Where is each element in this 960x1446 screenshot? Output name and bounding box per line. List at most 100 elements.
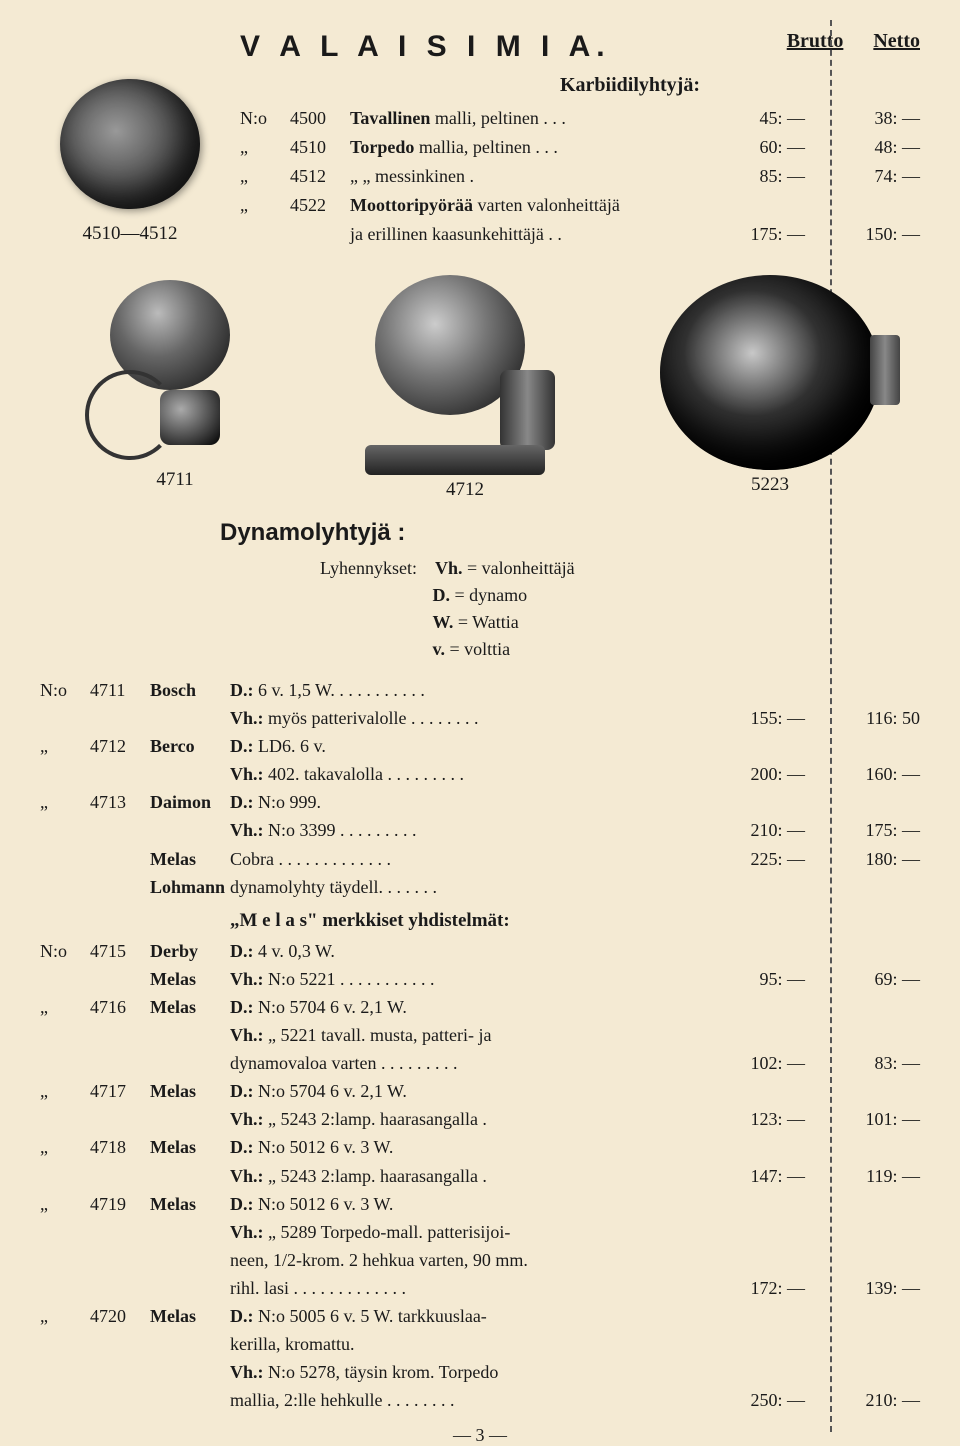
item-spec: Vh.: N:o 3399 . . . . . . . . . [230, 817, 730, 843]
item-spec: Vh.: 402. takavalolla . . . . . . . . . [230, 761, 730, 787]
item-brand: Melas [150, 846, 230, 872]
item-row: Vh.: 402. takavalolla . . . . . . . . .2… [40, 761, 920, 787]
item-spec: dynamovaloa varten . . . . . . . . . [230, 1050, 730, 1076]
item-brutto [730, 1191, 830, 1217]
dynamo-items: N:o4711BoschD.: 6 v. 1,5 W. . . . . . . … [40, 677, 920, 900]
item-num: 4720 [90, 1303, 150, 1329]
item-spec: D.: 4 v. 0,3 W. [230, 938, 730, 964]
item-brand: Bosch [150, 677, 230, 703]
row-num: 4512 [290, 163, 350, 190]
item-netto [830, 1247, 920, 1273]
item-brand [150, 1163, 230, 1189]
row-no [240, 221, 290, 248]
item-brand: Melas [150, 1303, 230, 1329]
item-brand [150, 1022, 230, 1048]
item-no: „ [40, 733, 90, 759]
item-num [90, 761, 150, 787]
item-row: mallia, 2:lle hehkulle . . . . . . . .25… [40, 1387, 920, 1413]
dynamo-heading: Dynamolyhtyjä : [220, 519, 920, 547]
item-row: neen, 1/2-krom. 2 hehkua varten, 90 mm. [40, 1247, 920, 1273]
item-no [40, 1387, 90, 1413]
illustration-4712 [355, 275, 575, 475]
page-header: V A L A I S I M I A. Brutto Netto [240, 30, 920, 64]
item-no: N:o [40, 677, 90, 703]
item-no: N:o [40, 938, 90, 964]
item-num [90, 874, 150, 900]
item-netto [830, 1134, 920, 1160]
item-row: kerilla, kromattu. [40, 1331, 920, 1357]
row-brutto: 175: — [730, 221, 830, 248]
karbiidi-row: „4512 „ „ messinkinen .85: —74: — [240, 163, 920, 190]
item-no: „ [40, 1134, 90, 1160]
page-title: V A L A I S I M I A. [240, 30, 611, 64]
item-netto: 139: — [830, 1275, 920, 1301]
item-spec: Vh.: „ 5221 tavall. musta, patteri- ja [230, 1022, 730, 1048]
item-num [90, 1050, 150, 1076]
item-spec: kerilla, kromattu. [230, 1331, 730, 1357]
item-num [90, 966, 150, 992]
item-brutto: 172: — [730, 1275, 830, 1301]
item-netto [830, 789, 920, 815]
item-spec: dynamolyhty täydell. . . . . . . [230, 874, 730, 900]
fig-label-4510: 4510—4512 [40, 223, 220, 245]
item-num: 4712 [90, 733, 150, 759]
item-brutto: 123: — [730, 1106, 830, 1132]
item-row: Vh.: N:o 5278, täysin krom. Torpedo [40, 1359, 920, 1385]
item-num [90, 1022, 150, 1048]
item-row: Vh.: „ 5221 tavall. musta, patteri- ja [40, 1022, 920, 1048]
item-no [40, 1163, 90, 1189]
item-brutto [730, 1247, 830, 1273]
row-netto: 38: — [830, 105, 920, 132]
item-netto [830, 1303, 920, 1329]
item-brand [150, 1387, 230, 1413]
item-no [40, 846, 90, 872]
item-brand: Melas [150, 966, 230, 992]
item-spec: D.: 6 v. 1,5 W. . . . . . . . . . . [230, 677, 730, 703]
item-num: 4711 [90, 677, 150, 703]
item-brutto: 102: — [730, 1050, 830, 1076]
row-desc: „ „ messinkinen . [350, 163, 730, 190]
three-illustrations: 4711 4712 5223 [80, 275, 880, 501]
karbiidi-row: „4522Moottoripyörää varten valonheittäjä [240, 192, 920, 219]
row-no: „ [240, 163, 290, 190]
item-no [40, 817, 90, 843]
item-spec: neen, 1/2-krom. 2 hehkua varten, 90 mm. [230, 1247, 730, 1273]
item-brutto [730, 994, 830, 1020]
karbiidi-section: 4510—4512 Karbiidilyhtyjä: N:o4500Tavall… [40, 74, 920, 250]
item-no [40, 1022, 90, 1048]
item-row: Vh.: „ 5243 2:lamp. haarasangalla .147: … [40, 1163, 920, 1189]
item-brand: Melas [150, 1134, 230, 1160]
item-brutto [730, 938, 830, 964]
row-brutto: 60: — [730, 134, 830, 161]
item-no: „ [40, 1078, 90, 1104]
item-netto: 116: 50 [830, 705, 920, 731]
item-no [40, 966, 90, 992]
melas-items: N:o4715DerbyD.: 4 v. 0,3 W.MelasVh.: N:o… [40, 938, 920, 1414]
row-netto: 150: — [830, 221, 920, 248]
item-brutto: 200: — [730, 761, 830, 787]
item-num [90, 705, 150, 731]
fig-label-5223: 5223 [660, 474, 880, 496]
item-brutto [730, 733, 830, 759]
item-spec: Vh.: myös patterivalolle . . . . . . . . [230, 705, 730, 731]
legend-intro: Lyhennykset: [320, 558, 417, 578]
item-num [90, 1331, 150, 1357]
item-no [40, 874, 90, 900]
item-no [40, 1219, 90, 1245]
row-num: 4522 [290, 192, 350, 219]
item-netto: 180: — [830, 846, 920, 872]
item-num: 4713 [90, 789, 150, 815]
row-desc: Tavallinen malli, peltinen . . . [350, 105, 730, 132]
item-netto: 175: — [830, 817, 920, 843]
item-brutto: 95: — [730, 966, 830, 992]
item-spec: D.: N:o 5005 6 v. 5 W. tarkkuuslaa- [230, 1303, 730, 1329]
item-spec: D.: N:o 5012 6 v. 3 W. [230, 1191, 730, 1217]
item-num: 4719 [90, 1191, 150, 1217]
item-brutto [730, 1331, 830, 1357]
item-brutto: 250: — [730, 1387, 830, 1413]
item-spec: Vh.: N:o 5278, täysin krom. Torpedo [230, 1359, 730, 1385]
item-netto: 101: — [830, 1106, 920, 1132]
item-no [40, 1331, 90, 1357]
item-brand [150, 761, 230, 787]
item-netto [830, 994, 920, 1020]
